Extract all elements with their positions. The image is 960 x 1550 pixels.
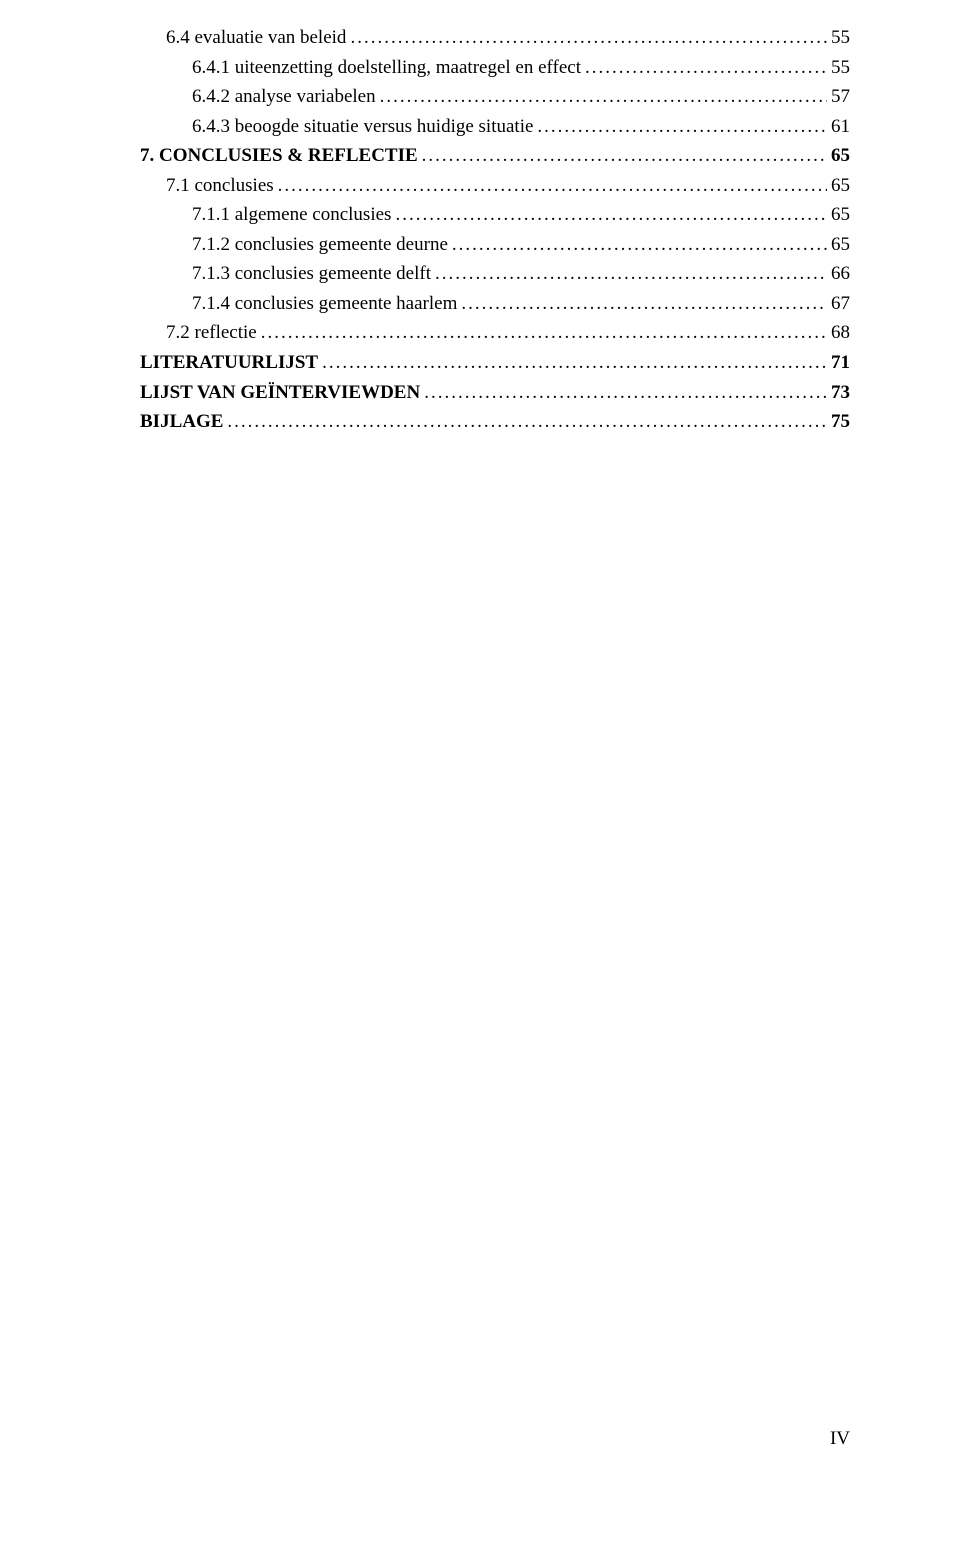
toc-entry-label: 7.1.1 algemene conclusies <box>140 201 391 229</box>
toc-entry: BIJLAGE.................................… <box>140 408 850 436</box>
toc-entry: 7.1.2 conclusies gemeente deurne........… <box>140 231 850 259</box>
toc-leader-dots: ........................................… <box>261 319 827 347</box>
toc-entry-page: 68 <box>831 319 850 347</box>
toc-entry-label: LIJST VAN GEÏNTERVIEWDEN <box>140 379 420 407</box>
toc-entry-page: 65 <box>831 201 850 229</box>
toc-entry: LIJST VAN GEÏNTERVIEWDEN................… <box>140 379 850 407</box>
toc-entry-label: 7.2 reflectie <box>140 319 257 347</box>
toc-entry-page: 65 <box>831 231 850 259</box>
toc-leader-dots: ........................................… <box>585 54 827 82</box>
toc-entry-label: LITERATUURLIJST <box>140 349 318 377</box>
toc-entry-label: 7.1 conclusies <box>140 172 274 200</box>
toc-leader-dots: ........................................… <box>422 142 827 170</box>
toc-entry: 7.1 conclusies..........................… <box>140 172 850 200</box>
toc-leader-dots: ........................................… <box>537 113 827 141</box>
table-of-contents: 6.4 evaluatie van beleid................… <box>140 24 850 436</box>
toc-entry-label: 6.4.1 uiteenzetting doelstelling, maatre… <box>140 54 581 82</box>
toc-entry-label: 7. CONCLUSIES & REFLECTIE <box>140 142 418 170</box>
toc-entry: 6.4.1 uiteenzetting doelstelling, maatre… <box>140 54 850 82</box>
toc-leader-dots: ........................................… <box>380 83 827 111</box>
toc-leader-dots: ........................................… <box>452 231 827 259</box>
toc-leader-dots: ........................................… <box>322 349 827 377</box>
toc-leader-dots: ........................................… <box>350 24 827 52</box>
toc-entry-page: 66 <box>831 260 850 288</box>
toc-entry-page: 75 <box>831 408 850 436</box>
toc-entry-label: 7.1.2 conclusies gemeente deurne <box>140 231 448 259</box>
toc-entry: 7.1.3 conclusies gemeente delft.........… <box>140 260 850 288</box>
toc-entry-page: 65 <box>831 142 850 170</box>
toc-leader-dots: ........................................… <box>461 290 827 318</box>
toc-entry-label: 6.4 evaluatie van beleid <box>140 24 346 52</box>
toc-entry: 6.4.2 analyse variabelen................… <box>140 83 850 111</box>
toc-entry: 7. CONCLUSIES & REFLECTIE...............… <box>140 142 850 170</box>
toc-entry: 7.1.1 algemene conclusies...............… <box>140 201 850 229</box>
toc-leader-dots: ........................................… <box>395 201 827 229</box>
page-number-footer: IV <box>830 1428 850 1450</box>
toc-entry-page: 71 <box>831 349 850 377</box>
toc-entry-label: 7.1.3 conclusies gemeente delft <box>140 260 431 288</box>
toc-entry-page: 55 <box>831 24 850 52</box>
toc-entry-label: BIJLAGE <box>140 408 223 436</box>
toc-entry-page: 61 <box>831 113 850 141</box>
toc-entry: 7.2 reflectie...........................… <box>140 319 850 347</box>
toc-entry-page: 73 <box>831 379 850 407</box>
toc-entry-label: 7.1.4 conclusies gemeente haarlem <box>140 290 457 318</box>
toc-entry: 6.4 evaluatie van beleid................… <box>140 24 850 52</box>
toc-leader-dots: ........................................… <box>435 260 827 288</box>
toc-entry-page: 67 <box>831 290 850 318</box>
toc-entry: LITERATUURLIJST.........................… <box>140 349 850 377</box>
toc-leader-dots: ........................................… <box>227 408 827 436</box>
toc-entry-page: 65 <box>831 172 850 200</box>
toc-entry: 7.1.4 conclusies gemeente haarlem.......… <box>140 290 850 318</box>
toc-entry: 6.4.3 beoogde situatie versus huidige si… <box>140 113 850 141</box>
toc-entry-label: 6.4.3 beoogde situatie versus huidige si… <box>140 113 533 141</box>
toc-leader-dots: ........................................… <box>278 172 827 200</box>
toc-leader-dots: ........................................… <box>424 379 827 407</box>
toc-entry-page: 55 <box>831 54 850 82</box>
toc-entry-page: 57 <box>831 83 850 111</box>
toc-entry-label: 6.4.2 analyse variabelen <box>140 83 376 111</box>
